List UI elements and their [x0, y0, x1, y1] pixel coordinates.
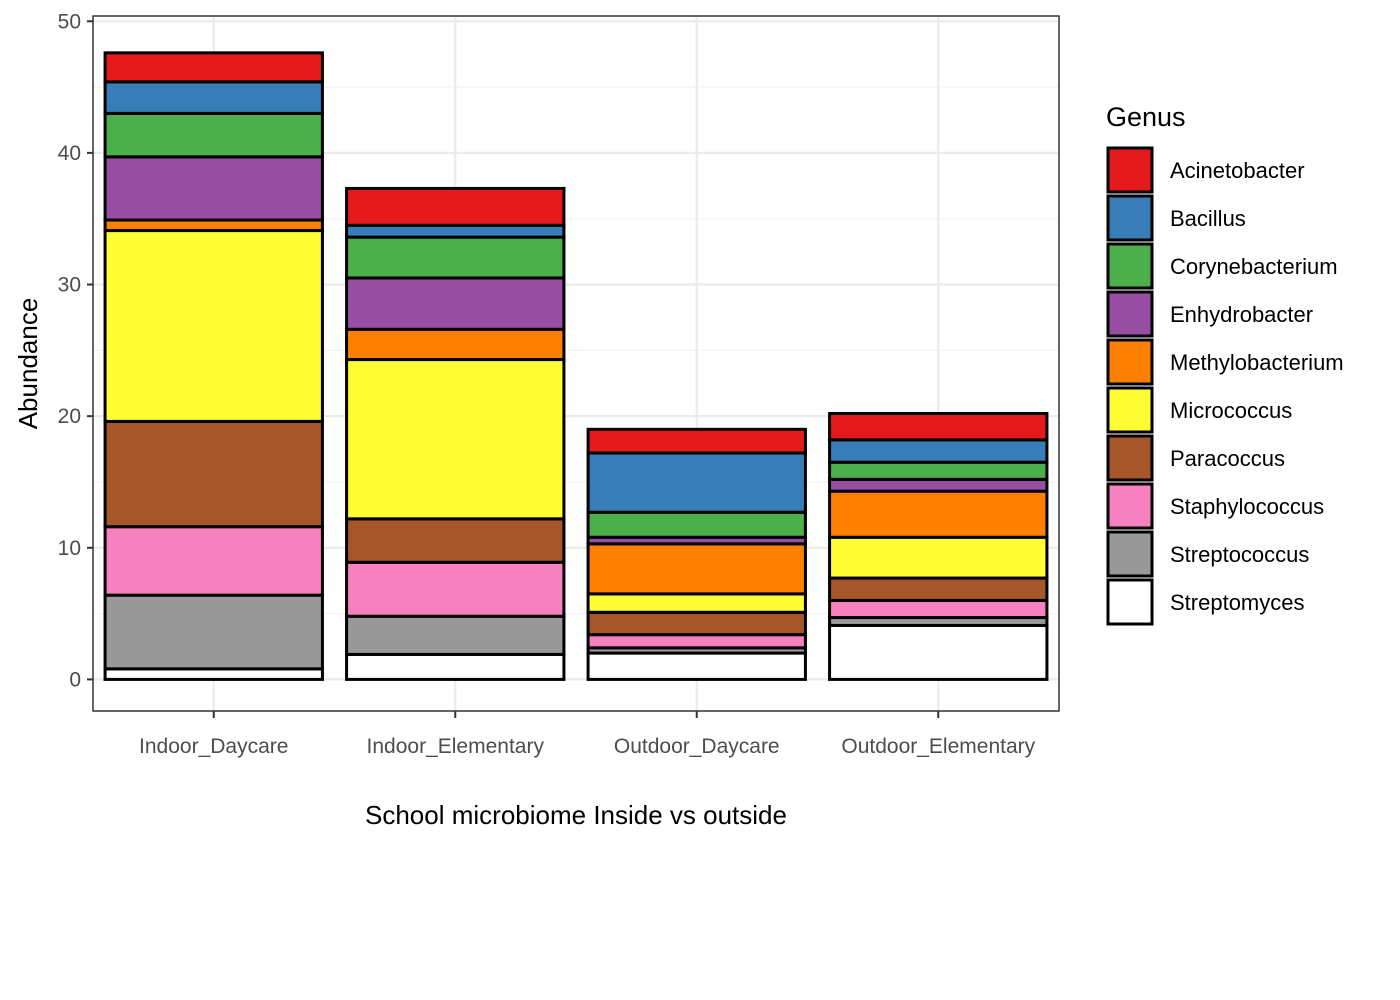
bar-segment-micrococcus	[345, 358, 566, 521]
bar-segment-micrococcus	[586, 592, 807, 614]
legend: Genus Acinetobacter Bacillus Corynebacteri…	[1106, 102, 1344, 626]
bar-segment-acinetobacter	[828, 412, 1049, 442]
y-tick-label: 40	[58, 142, 81, 165]
bar-segment-acinetobacter	[103, 51, 324, 84]
bar-segment-acinetobacter	[586, 427, 807, 455]
legend-label-bacillus: Bacillus	[1170, 206, 1246, 231]
bar-segment-methylobacterium	[103, 218, 324, 233]
legend-label-micrococcus: Micrococcus	[1170, 398, 1292, 423]
legend-label-enhydrobacter: Enhydrobacter	[1170, 302, 1313, 327]
y-tick-label: 0	[69, 668, 81, 691]
bar-segment-enhydrobacter	[345, 276, 566, 331]
bar-segment-methylobacterium	[586, 542, 807, 596]
legend-key-bacillus	[1106, 194, 1154, 242]
bar-segment-corynebacterium	[828, 460, 1049, 481]
y-tick-label: 20	[58, 405, 81, 428]
y-tick-label: 50	[58, 10, 81, 33]
legend-key-streptococcus	[1106, 530, 1154, 578]
legend-label-streptomyces: Streptomyces	[1170, 590, 1305, 615]
legend-key-corynebacterium	[1106, 242, 1154, 290]
legend-key-paracoccus	[1106, 434, 1154, 482]
bars	[103, 51, 1049, 681]
bar-segment-methylobacterium	[828, 489, 1049, 539]
bar-segment-streptococcus	[345, 614, 566, 656]
bar-segment-bacillus	[828, 438, 1049, 464]
bar-segment-corynebacterium	[586, 510, 807, 539]
legend-key-methylobacterium	[1106, 338, 1154, 386]
legend-key-enhydrobacter	[1106, 290, 1154, 338]
bar-segment-corynebacterium	[103, 111, 324, 159]
bar-segment-streptomyces	[103, 667, 324, 681]
bar-segment-streptococcus	[103, 593, 324, 671]
x-axis-title: School microbiome Inside vs outside	[365, 800, 787, 830]
bar-stack-indoor-daycare	[103, 51, 324, 681]
legend-label-paracoccus: Paracoccus	[1170, 446, 1285, 471]
bar-stack-indoor-elementary	[345, 186, 566, 681]
x-tick-label-indoor-daycare: Indoor_Daycare	[139, 735, 288, 758]
y-axis: 0 10 20 30 40 50	[58, 10, 93, 691]
bar-segment-staphylococcus	[103, 525, 324, 597]
legend-label-staphylococcus: Staphylococcus	[1170, 494, 1324, 519]
bar-stack-outdoor-daycare	[586, 427, 807, 681]
x-axis: Indoor_Daycare Indoor_Elementary Outdoor_D…	[139, 711, 1036, 758]
bar-segment-methylobacterium	[345, 327, 566, 362]
legend-label-streptococcus: Streptococcus	[1170, 542, 1309, 567]
bar-segment-micrococcus	[103, 229, 324, 423]
legend-label-methylobacterium: Methylobacterium	[1170, 350, 1344, 375]
y-axis-title: Abundance	[13, 298, 43, 430]
bar-segment-enhydrobacter	[828, 477, 1049, 493]
bar-stack-outdoor-elementary	[828, 412, 1049, 681]
bar-segment-staphylococcus	[828, 598, 1049, 620]
legend-label-corynebacterium: Corynebacterium	[1170, 254, 1338, 279]
bar-segment-enhydrobacter	[103, 155, 324, 222]
bar-segment-micrococcus	[828, 535, 1049, 580]
legend-title: Genus	[1106, 102, 1186, 132]
bar-segment-acinetobacter	[345, 186, 566, 227]
x-tick-label-indoor-elementary: Indoor_Elementary	[367, 735, 545, 758]
y-tick-label: 10	[58, 537, 81, 560]
legend-key-acinetobacter	[1106, 146, 1154, 194]
bar-segment-bacillus	[345, 223, 566, 239]
bar-segment-paracoccus	[586, 610, 807, 637]
bar-segment-paracoccus	[103, 419, 324, 529]
legend-key-streptomyces	[1106, 578, 1154, 626]
legend-key-micrococcus	[1106, 386, 1154, 434]
x-tick-label-outdoor-daycare: Outdoor_Daycare	[614, 735, 780, 758]
bar-segment-corynebacterium	[345, 235, 566, 280]
plot-panel-border	[92, 15, 1060, 712]
bar-segment-staphylococcus	[586, 633, 807, 650]
bar-segment-bacillus	[103, 80, 324, 115]
legend-label-acinetobacter: Acinetobacter	[1170, 158, 1305, 183]
x-tick-label-outdoor-elementary: Outdoor_Elementary	[841, 735, 1035, 758]
bar-segment-streptomyces	[828, 623, 1049, 681]
bar-segment-streptomyces	[586, 651, 807, 681]
y-tick-label: 30	[58, 274, 81, 297]
bar-segment-streptomyces	[345, 652, 566, 681]
bar-segment-paracoccus	[828, 576, 1049, 602]
bar-segment-bacillus	[586, 451, 807, 514]
legend-key-staphylococcus	[1106, 482, 1154, 530]
bar-segment-staphylococcus	[345, 560, 566, 618]
bar-segment-paracoccus	[345, 517, 566, 564]
